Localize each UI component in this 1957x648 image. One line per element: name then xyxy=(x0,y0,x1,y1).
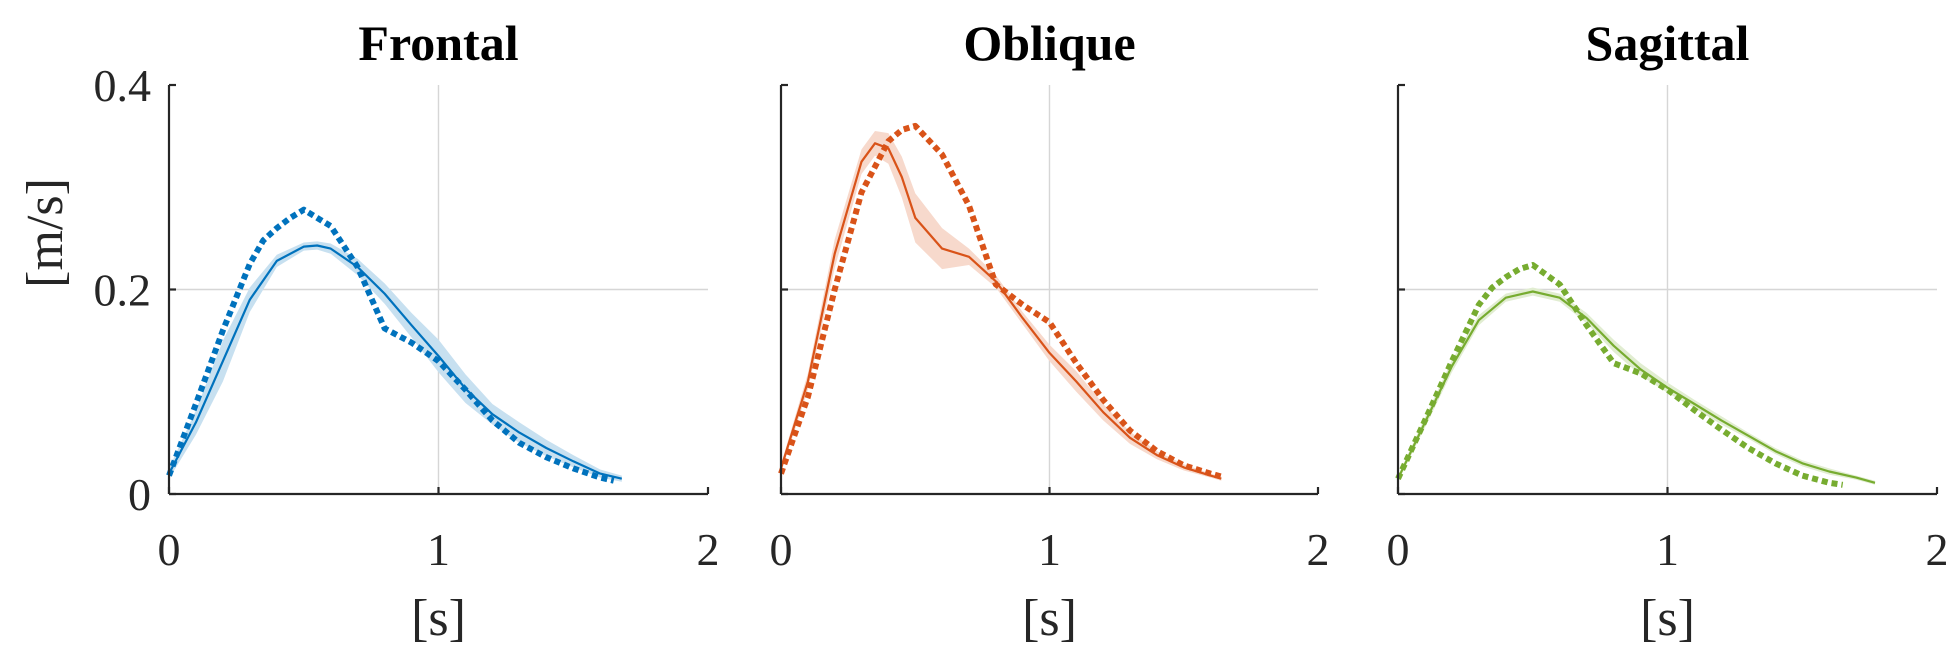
x-tick-label: 0 xyxy=(158,524,181,575)
x-tick-label: 0 xyxy=(1387,524,1410,575)
panel-title: Frontal xyxy=(358,15,518,71)
panel-sagittal: 0 1 2 Sagittal [s] xyxy=(1387,15,1949,647)
series-line-dotted xyxy=(778,122,1223,480)
y-axis-label: [m/s] xyxy=(17,178,74,288)
panel-frontal: 0 1 2 0 0.2 0.4 Frontal [s] xyxy=(94,15,720,647)
x-tick-label: 1 xyxy=(1038,524,1061,575)
x-tick-label: 2 xyxy=(697,524,720,575)
series-band xyxy=(169,241,622,482)
series-line-solid xyxy=(168,244,623,480)
panel-title: Oblique xyxy=(963,15,1135,71)
x-tick-label: 2 xyxy=(1307,524,1330,575)
y-tick-label: 0.2 xyxy=(94,265,152,316)
series-band xyxy=(1398,287,1875,485)
panel-oblique: 0 1 2 Oblique [s] xyxy=(770,15,1330,647)
x-tick-label: 2 xyxy=(1926,524,1949,575)
x-axis-label: [s] xyxy=(1022,590,1077,647)
series-line-solid xyxy=(779,142,1222,480)
x-tick-label: 0 xyxy=(770,524,793,575)
panel-title: Sagittal xyxy=(1586,15,1750,71)
x-axis-label: [s] xyxy=(1640,590,1695,647)
x-tick-label: 1 xyxy=(427,524,450,575)
series-line-dotted xyxy=(1395,262,1844,488)
series-line-dotted xyxy=(166,206,615,484)
x-tick-label: 1 xyxy=(1656,524,1679,575)
y-tick-label: 0 xyxy=(128,469,151,520)
series-line-solid xyxy=(1397,290,1876,484)
y-tick-label: 0.4 xyxy=(94,60,152,111)
x-axis-label: [s] xyxy=(411,590,466,647)
series-band xyxy=(781,131,1222,481)
